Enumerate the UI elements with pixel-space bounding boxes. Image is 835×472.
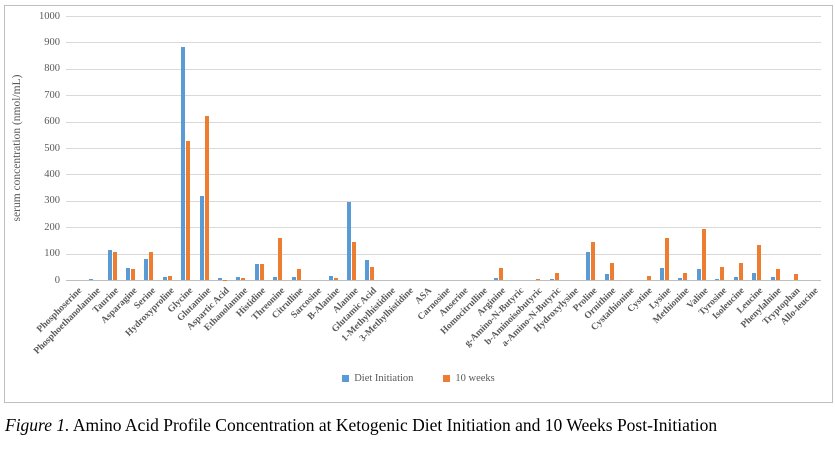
- gridline: [66, 95, 821, 97]
- bar: [365, 260, 370, 280]
- chart-figure: 0 100 200 300 400 500 600 700 800 900 1000 Phosphos…: [4, 5, 833, 403]
- bar: [333, 277, 338, 280]
- legend-swatch-blue: [342, 375, 350, 382]
- y-tick-label: 300: [44, 195, 60, 207]
- gridline: [66, 121, 821, 123]
- y-tick-label: 700: [44, 89, 60, 101]
- y-tick-label: 900: [44, 36, 60, 48]
- gridline: [66, 68, 821, 70]
- bar: [223, 279, 227, 280]
- bar: [112, 251, 117, 280]
- bar: [609, 263, 614, 280]
- bar: [218, 278, 222, 280]
- bar: [346, 202, 351, 280]
- bar: [181, 47, 186, 280]
- bar: [752, 272, 756, 280]
- bar: [696, 268, 701, 280]
- bar: [715, 278, 720, 280]
- gridline: [66, 253, 821, 255]
- bar: [733, 277, 738, 280]
- bar: [291, 276, 296, 280]
- bar: [793, 274, 798, 280]
- y-tick-label: 500: [44, 142, 60, 154]
- gridline: [66, 227, 821, 229]
- y-tick-label: 600: [44, 116, 60, 128]
- bar: [701, 229, 706, 280]
- plot-area: 0 100 200 300 400 500 600 700 800 900 1000 Phosphos…: [5, 6, 832, 402]
- bar: [328, 276, 333, 280]
- legend-item-diet-initiation: Diet Initiation: [342, 373, 413, 384]
- gridline: [66, 148, 821, 149]
- figure-caption-label: Figure 1.: [5, 415, 70, 435]
- legend-swatch-orange: [443, 375, 451, 382]
- bar: [770, 276, 775, 280]
- bar: [604, 274, 609, 280]
- gridline: [66, 42, 821, 44]
- bar: [757, 245, 761, 280]
- bar: [591, 242, 596, 280]
- bar: [199, 195, 204, 280]
- bar: [254, 263, 259, 280]
- y-tick-label: 0: [54, 274, 60, 286]
- bar: [126, 268, 130, 280]
- bar: [536, 279, 541, 280]
- bar: [351, 241, 356, 280]
- bar: [370, 267, 375, 280]
- bar: [278, 238, 283, 280]
- bar: [646, 276, 651, 280]
- figure-caption: Figure 1. Amino Acid Profile Concentrati…: [5, 409, 829, 442]
- legend: Diet Initiation 10 weeks: [5, 373, 832, 384]
- bar: [586, 251, 591, 280]
- legend-label: 10 weeks: [455, 373, 495, 384]
- y-tick-label: 800: [44, 63, 60, 75]
- bar: [259, 264, 264, 280]
- y-tick-label: 200: [44, 221, 60, 233]
- bar: [494, 277, 499, 280]
- bar: [149, 251, 154, 280]
- y-tick-label: 1000: [39, 10, 60, 22]
- legend-item-10-weeks: 10 weeks: [443, 373, 495, 384]
- y-tick-label: 100: [44, 248, 60, 260]
- bar: [162, 277, 167, 280]
- x-axis-line: [66, 280, 821, 281]
- legend-label: Diet Initiation: [354, 373, 414, 384]
- bar: [241, 278, 246, 280]
- gridline: [66, 200, 821, 202]
- gridline: [66, 174, 821, 176]
- figure-caption-text: Amino Acid Profile Concentration at Keto…: [69, 415, 718, 435]
- y-tick-label: 400: [44, 168, 60, 180]
- bar: [107, 250, 112, 280]
- bar: [186, 141, 191, 280]
- bar: [499, 268, 504, 280]
- bar: [131, 268, 135, 280]
- bar: [683, 273, 688, 280]
- bar: [660, 268, 664, 280]
- bar: [204, 116, 209, 280]
- y-axis-title: serum concentration (nmol/mL): [11, 74, 23, 222]
- bar: [775, 268, 780, 280]
- bar: [144, 258, 149, 280]
- bar: [720, 267, 725, 280]
- bar: [549, 278, 554, 280]
- bar: [554, 273, 559, 280]
- bar: [678, 277, 683, 280]
- bar: [665, 238, 669, 280]
- gridline: [66, 16, 821, 17]
- bar: [236, 277, 241, 280]
- bar: [296, 268, 301, 280]
- bar: [273, 276, 278, 280]
- bar: [167, 275, 172, 280]
- bar: [738, 262, 743, 280]
- bar: [89, 278, 94, 280]
